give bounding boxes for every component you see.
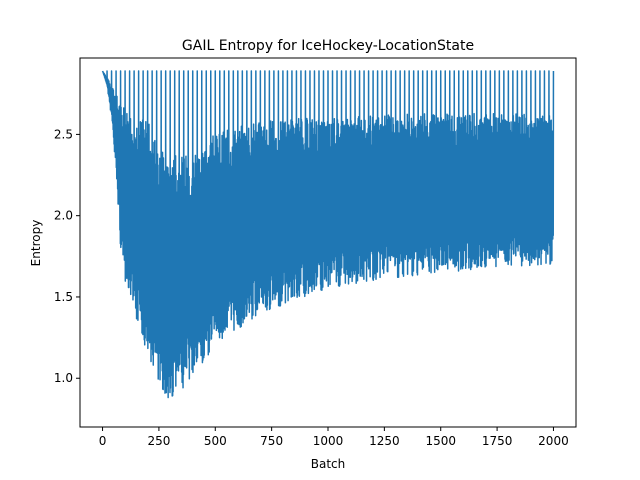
y-tick-label: 2.5 bbox=[54, 127, 73, 141]
chart-title: GAIL Entropy for IceHockey-LocationState bbox=[182, 38, 474, 54]
y-tick-label: 1.5 bbox=[54, 290, 73, 304]
x-tick-label: 1500 bbox=[425, 434, 456, 448]
x-tick-label: 750 bbox=[260, 434, 283, 448]
x-axis: 0 250 500 750 1000 1250 1500 1750 2000 bbox=[99, 427, 569, 448]
x-tick-label: 1250 bbox=[369, 434, 400, 448]
x-tick-label: 500 bbox=[204, 434, 227, 448]
x-tick-label: 1750 bbox=[482, 434, 513, 448]
x-tick-label: 2000 bbox=[538, 434, 569, 448]
y-axis-label: Entropy bbox=[29, 220, 43, 267]
series-line-entropy bbox=[101, 70, 555, 399]
x-tick-label: 1000 bbox=[313, 434, 344, 448]
x-tick-label: 0 bbox=[99, 434, 107, 448]
y-tick-label: 1.0 bbox=[54, 371, 73, 385]
y-axis: 1.0 1.5 2.0 2.5 bbox=[54, 127, 80, 385]
x-axis-label: Batch bbox=[311, 457, 346, 471]
y-tick-label: 2.0 bbox=[54, 209, 73, 223]
x-tick-label: 250 bbox=[147, 434, 170, 448]
series-layer bbox=[101, 70, 555, 399]
